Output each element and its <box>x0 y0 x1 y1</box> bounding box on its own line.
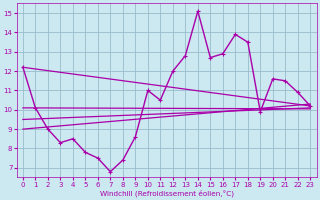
X-axis label: Windchill (Refroidissement éolien,°C): Windchill (Refroidissement éolien,°C) <box>100 189 234 197</box>
